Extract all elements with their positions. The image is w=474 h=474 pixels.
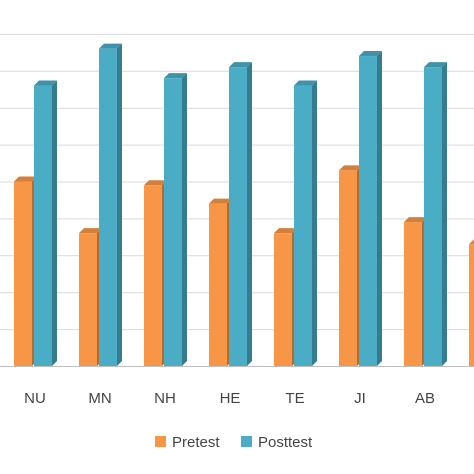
bars <box>14 43 474 367</box>
bar-posttest-he <box>229 62 252 367</box>
x-tick-label: HE <box>220 390 241 407</box>
bar-pretest-nh <box>144 180 167 366</box>
legend-swatch-posttest <box>241 436 252 447</box>
x-tick-label: TE <box>285 390 304 407</box>
bar-posttest-ab <box>424 62 447 367</box>
x-tick-label: NU <box>24 390 46 407</box>
bar-posttest-nu <box>34 80 57 366</box>
x-tick-label: JI <box>354 390 366 407</box>
x-tick-label: AB <box>415 390 435 407</box>
legend-swatch-pretest <box>155 436 166 447</box>
bar-pretest-ji <box>339 165 362 366</box>
bar-pretest-gi <box>469 239 474 366</box>
bar-pretest-he <box>209 198 232 366</box>
bar-posttest-nh <box>164 73 187 367</box>
legend-label-pretest: Pretest <box>172 434 220 451</box>
bar-posttest-te <box>294 80 317 366</box>
bar-pretest-te <box>274 228 297 366</box>
bar-pretest-ab <box>404 217 427 366</box>
x-axis-tick-labels: NUMNNHHETEJIABGI <box>24 390 435 407</box>
x-tick-label: NH <box>154 390 176 407</box>
legend: Pretest Posttest <box>155 434 313 451</box>
legend-label-posttest: Posttest <box>258 434 313 451</box>
x-tick-label: MN <box>88 390 111 407</box>
bar-pretest-nu <box>14 176 37 366</box>
bar-pretest-mn <box>79 228 102 366</box>
bar-posttest-ji <box>359 51 382 366</box>
bar-posttest-mn <box>99 43 122 366</box>
